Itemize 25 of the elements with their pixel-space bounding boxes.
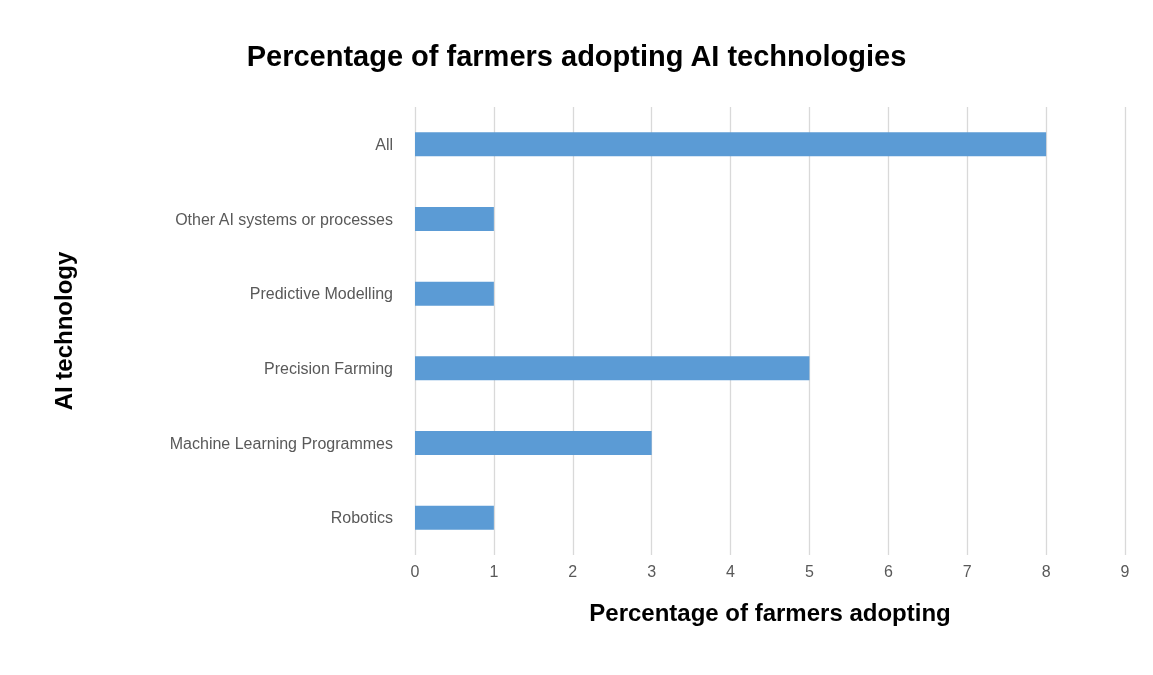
y-tick-label: Machine Learning Programmes	[169, 434, 393, 452]
x-tick-label: 0	[410, 562, 420, 580]
x-tick-label: 5	[804, 562, 814, 580]
bar	[415, 281, 494, 306]
x-tick-label: 3	[647, 562, 657, 580]
y-tick-label: Other AI systems or processes	[175, 210, 393, 228]
x-tick-label: 7	[962, 562, 972, 580]
y-tick-label: Predictive Modelling	[249, 285, 393, 303]
x-tick-label: 6	[883, 562, 893, 580]
x-tick-label: 1	[489, 562, 499, 580]
y-axis-title: AI technology	[49, 251, 77, 411]
y-tick-label: All	[375, 135, 393, 153]
y-tick-label: Precision Farming	[264, 359, 393, 377]
bar	[415, 505, 494, 530]
bar	[415, 431, 652, 455]
bar	[415, 356, 810, 381]
chart-title: Percentage of farmers adopting AI technologies	[246, 39, 907, 72]
bar	[415, 132, 1047, 157]
x-tick-label: 4	[726, 562, 736, 580]
bar	[415, 207, 494, 231]
x-axis-title: Percentage of farmers adopting	[589, 598, 951, 626]
x-tick-label: 8	[1041, 562, 1051, 580]
x-tick-label: 2	[568, 562, 578, 580]
x-tick-label: 9	[1120, 562, 1130, 580]
y-tick-label: Robotics	[330, 509, 393, 527]
